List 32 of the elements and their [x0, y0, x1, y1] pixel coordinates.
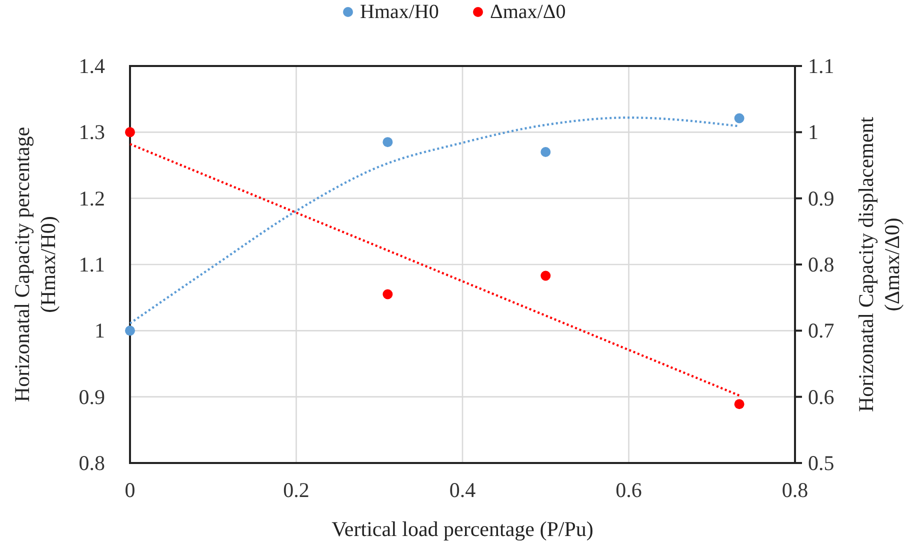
- y2-tick-label: 0.9: [808, 186, 834, 210]
- y2-tick-label: 0.5: [808, 451, 834, 475]
- y2-axis-title: Horizonatal Capacity displacement (Δmax/Δ0): [854, 116, 904, 412]
- y-tick-label: 1: [94, 318, 105, 343]
- x-tick-label: 0.6: [616, 478, 642, 502]
- y2-tick-label: 0.7: [808, 318, 834, 343]
- y2-tick-label: 1.1: [808, 54, 834, 78]
- y-tick-label: 1.1: [78, 252, 105, 276]
- point: [125, 127, 135, 138]
- x-tick-label: 0.8: [782, 478, 808, 502]
- y-tick-label: 1.2: [78, 186, 105, 210]
- legend-label: Hmax/H0: [360, 1, 439, 23]
- y2-tick-label: 1: [808, 120, 818, 144]
- point: [382, 137, 393, 148]
- x-axis-title: Vertical load percentage (P/Pu): [332, 517, 594, 541]
- y-tick-label: 1.4: [78, 54, 106, 78]
- y2-tick-label: 0.8: [808, 252, 834, 276]
- y-tick-label: 0.8: [78, 451, 105, 475]
- y-tick-label: 0.9: [78, 384, 105, 409]
- x-tick-label: 0: [124, 478, 136, 502]
- y-tick-label: 1.3: [78, 120, 105, 144]
- point: [540, 270, 551, 281]
- x-tick-label: 0.2: [283, 478, 310, 502]
- y2-tick-label: 0.6: [808, 384, 834, 409]
- point: [734, 113, 744, 124]
- point: [540, 147, 551, 158]
- point: [734, 399, 744, 410]
- y-axis-title: Horizonatal Capacity percentage (Hmax/H0): [10, 126, 60, 402]
- legend-label: Δmax/Δ0: [490, 1, 566, 23]
- point: [382, 289, 393, 300]
- point: [125, 326, 135, 336]
- x-tick-label: 0.4: [449, 478, 476, 502]
